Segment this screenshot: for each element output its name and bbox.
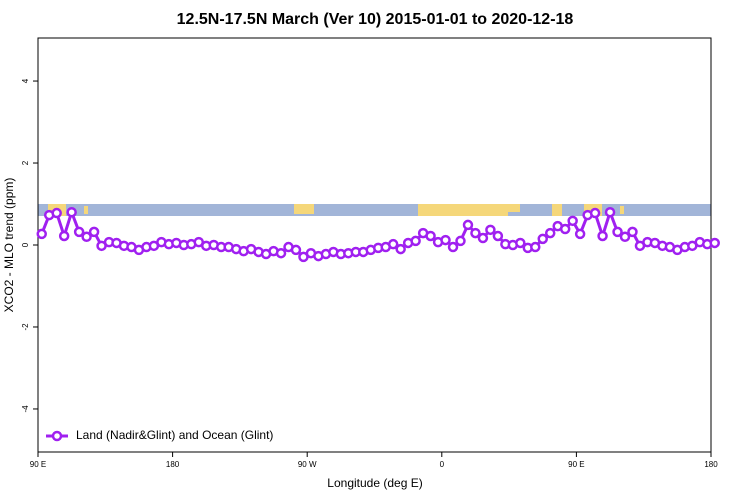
data-point <box>447 241 459 253</box>
land-patch <box>418 204 508 216</box>
y-tick-label: 2 <box>21 160 30 165</box>
data-point <box>462 219 474 231</box>
land-patch <box>552 204 562 216</box>
data-point <box>81 231 92 243</box>
data-point <box>440 234 451 246</box>
x-tick-label: 180 <box>166 460 180 469</box>
y-tick-label: -2 <box>21 323 30 331</box>
data-point <box>395 243 406 255</box>
data-point <box>604 206 616 218</box>
x-tick-label: 180 <box>704 460 718 469</box>
x-axis-label: Longitude (deg E) <box>327 476 422 490</box>
data-point <box>530 241 541 253</box>
data-point <box>515 237 526 249</box>
data-point <box>544 227 556 239</box>
data-point <box>425 230 436 242</box>
data-point <box>477 232 489 244</box>
data-point <box>559 223 571 235</box>
data-point <box>58 230 70 242</box>
data-point <box>410 235 421 247</box>
x-tick-label: 90 W <box>298 460 317 469</box>
data-point <box>597 230 608 242</box>
data-point <box>36 228 47 240</box>
data-point <box>619 231 631 243</box>
data-point <box>567 215 578 227</box>
data-point <box>290 244 302 256</box>
x-tick-label: 0 <box>440 460 445 469</box>
data-point <box>455 235 466 247</box>
data-point <box>485 224 496 236</box>
legend-label: Land (Nadir&Glint) and Ocean (Glint) <box>76 428 273 442</box>
data-point <box>88 226 100 238</box>
y-tick-label: 0 <box>21 242 30 247</box>
map-band <box>38 204 711 216</box>
data-point <box>470 227 481 239</box>
land-patch <box>84 206 88 214</box>
data-point <box>537 233 548 245</box>
data-point <box>574 228 586 240</box>
y-tick-label: -4 <box>21 405 30 413</box>
chart-title: 12.5N-17.5N March (Ver 10) 2015-01-01 to… <box>177 11 574 28</box>
land-patch <box>620 206 624 214</box>
data-point <box>612 226 623 238</box>
data-point <box>589 207 601 219</box>
data-point <box>492 230 504 242</box>
data-point <box>66 206 77 218</box>
land-patch <box>508 204 520 212</box>
ocean-band <box>38 204 711 216</box>
x-tick-label: 90 E <box>568 460 584 469</box>
y-tick-label: 4 <box>21 78 30 83</box>
data-point <box>627 226 638 238</box>
land-patch <box>294 204 314 214</box>
x-tick-label: 90 E <box>30 460 46 469</box>
data-point <box>709 237 720 249</box>
data-point <box>387 238 399 250</box>
y-axis-label: XCO2 - MLO trend (ppm) <box>2 178 16 313</box>
legend-marker <box>51 430 63 442</box>
data-point <box>73 226 85 238</box>
data-point <box>275 247 287 259</box>
data-point <box>51 207 62 219</box>
